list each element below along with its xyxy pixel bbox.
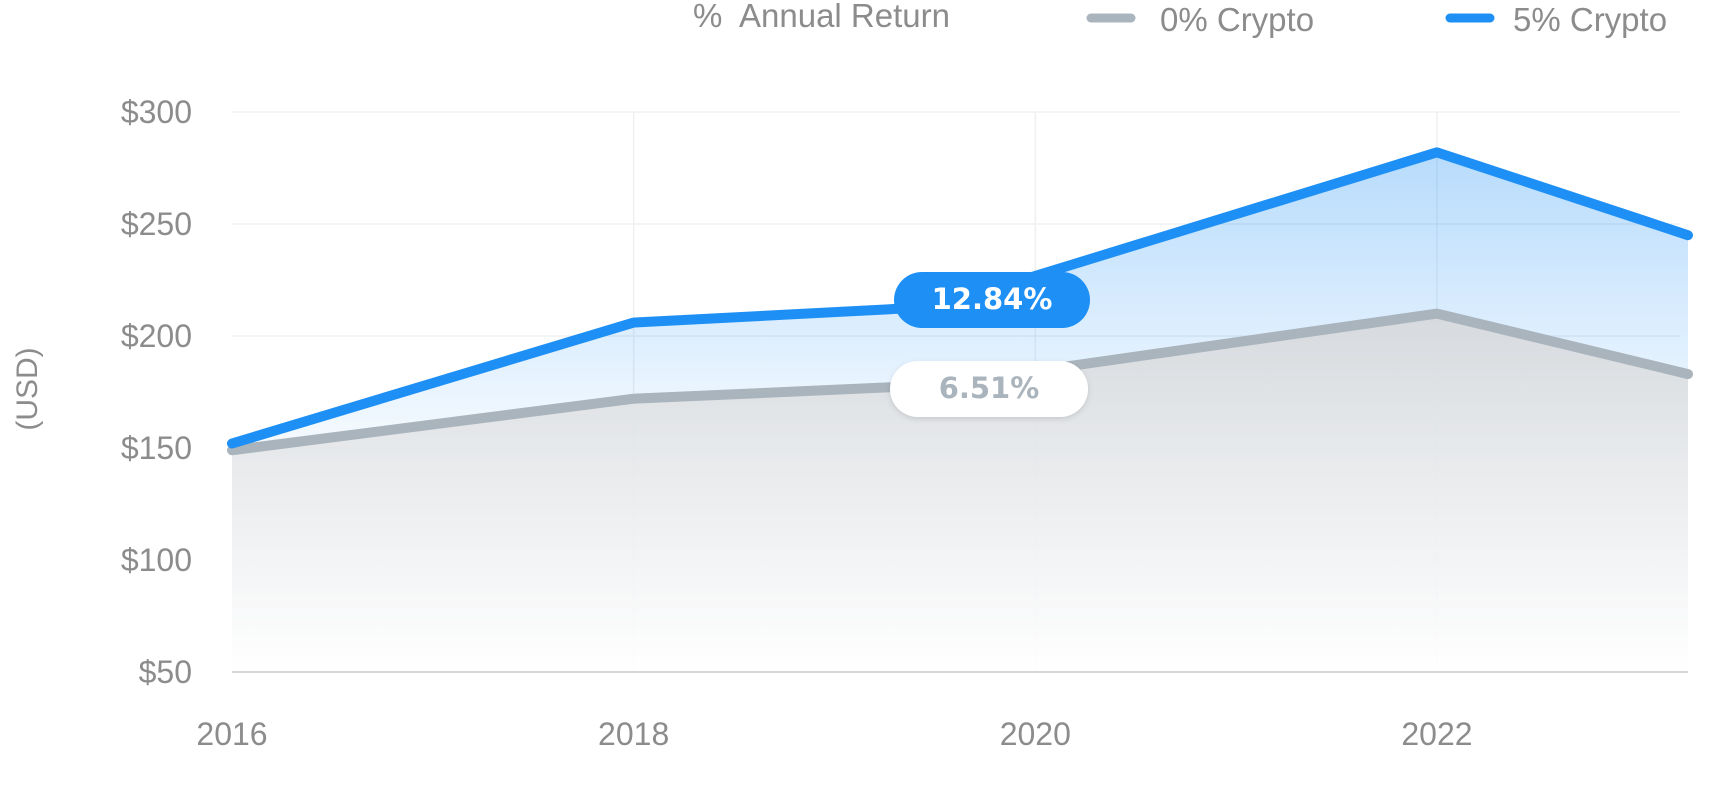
area-fill-0pct-crypto [232, 313, 1688, 672]
y-axis: $50 $100 $150 $200 $250 $300 [121, 94, 192, 690]
legend: % Annual Return 0% Crypto 5% Crypto [693, 0, 1667, 38]
y-tick-label-200: $200 [121, 318, 192, 354]
y-tick-label-250: $250 [121, 206, 192, 242]
x-tick-label-2020: 2020 [1000, 716, 1071, 752]
y-tick-label-100: $100 [121, 542, 192, 578]
annual-return-value-5pct-crypto: 12.84% [932, 282, 1053, 316]
y-tick-label-50: $50 [139, 654, 192, 690]
x-axis: 2016 2018 2020 2022 [196, 716, 1472, 752]
y-tick-label-300: $300 [121, 94, 192, 130]
legend-label-5pct-crypto: 5% Crypto [1513, 1, 1667, 38]
x-tick-label-2016: 2016 [196, 716, 267, 752]
legend-title: Annual Return [739, 0, 950, 34]
legend-label-0pct-crypto: 0% Crypto [1160, 1, 1314, 38]
x-tick-label-2022: 2022 [1401, 716, 1472, 752]
annual-return-value-0pct-crypto: 6.51% [939, 371, 1040, 405]
annual-return-label-5pct-crypto: 12.84% [894, 272, 1090, 328]
x-tick-label-2018: 2018 [598, 716, 669, 752]
y-axis-title: (USD) [11, 347, 44, 430]
annual-return-pill-5pct-crypto [894, 272, 1090, 328]
annual-return-pill-0pct-crypto [890, 361, 1088, 417]
legend-percent-symbol: % [693, 0, 722, 34]
y-tick-label-150: $150 [121, 430, 192, 466]
annual-return-label-0pct-crypto: 6.51% [890, 361, 1088, 417]
